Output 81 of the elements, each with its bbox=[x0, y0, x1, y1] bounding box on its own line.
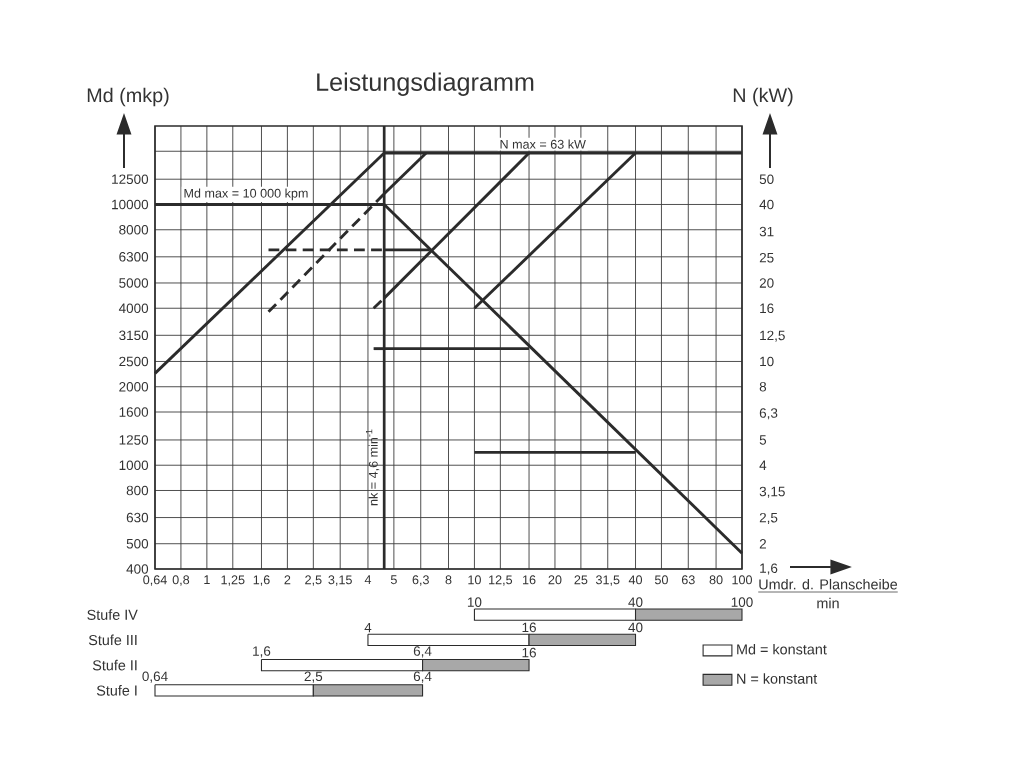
annotation: 40 bbox=[628, 597, 643, 607]
y-tick-label: 5000 bbox=[119, 278, 149, 288]
y-axis-title: N (kW) bbox=[733, 87, 793, 107]
y-tick-label: 1000 bbox=[119, 460, 149, 471]
y-tick-label: 2500 bbox=[119, 356, 149, 367]
x-tick-label: 63 bbox=[681, 575, 695, 585]
y-tick-label: 400 bbox=[126, 564, 149, 574]
y-tick-label: 6300 bbox=[119, 252, 149, 262]
annotation: 10 bbox=[467, 597, 482, 607]
y-tick-label: 20 bbox=[759, 278, 774, 288]
y-tick-label: 4000 bbox=[118, 303, 149, 314]
y-tick-label: 3,15 bbox=[759, 486, 785, 498]
x-axis-title: Umdr. d. Planscheibe bbox=[759, 578, 898, 590]
ref-line-label: nk = 4,6 min$^{-1}$ bbox=[366, 429, 380, 506]
x-tick-label: 40 bbox=[628, 575, 643, 585]
y-tick-label: 800 bbox=[126, 485, 149, 496]
y-tick-label: 8000 bbox=[119, 224, 149, 235]
y-tick-label: 3150 bbox=[119, 330, 149, 341]
y-tick-label: 50 bbox=[759, 174, 774, 185]
x-tick-label: 16 bbox=[522, 575, 536, 585]
x-tick-label: 4 bbox=[364, 575, 372, 585]
annotation: 1,6 bbox=[253, 646, 271, 658]
x-tick-label: 10 bbox=[468, 575, 481, 585]
x-tick-label: 12,5 bbox=[489, 575, 513, 586]
x-tick-label: 100 bbox=[732, 575, 753, 585]
x-tick-label: 0,8 bbox=[172, 575, 190, 586]
y-tick-label: Stufe III bbox=[88, 634, 137, 646]
annotation: 16 bbox=[522, 647, 536, 658]
y-tick-label: 1600 bbox=[119, 407, 149, 417]
legend-label: N = konstant bbox=[737, 673, 818, 684]
x-tick-label: 6,3 bbox=[412, 575, 429, 586]
x-tick-label: 50 bbox=[654, 575, 668, 585]
y-tick-label: 10 bbox=[760, 356, 774, 367]
x-tick-label: 0,64 bbox=[143, 575, 167, 586]
y-tick-label: Stufe IV bbox=[87, 609, 138, 620]
y-tick-label: 40 bbox=[759, 199, 774, 210]
y-tick-label: 1250 bbox=[119, 435, 149, 445]
y-tick-label: 25 bbox=[759, 252, 774, 263]
y-tick-label: 2 bbox=[759, 539, 766, 549]
y-tick-label: 2000 bbox=[119, 381, 149, 392]
y-tick-label: 10000 bbox=[112, 199, 149, 210]
y-tick-label: Stufe II bbox=[92, 659, 137, 671]
legend-label: Md = konstant bbox=[737, 643, 827, 655]
annotation: 4 bbox=[364, 622, 372, 633]
x-tick-label: 31,5 bbox=[595, 575, 620, 586]
annotation: 40 bbox=[628, 622, 643, 633]
x-tick-label: 2,5 bbox=[305, 575, 322, 586]
annotation: 6,4 bbox=[413, 646, 432, 658]
x-tick-label: 2 bbox=[284, 575, 291, 585]
x-tick-label: 1,25 bbox=[221, 575, 245, 586]
x-tick-label: 20 bbox=[548, 575, 562, 585]
y-tick-label: 630 bbox=[126, 512, 149, 523]
x-tick-label: 1 bbox=[204, 575, 210, 585]
y-tick-label: 12,5 bbox=[760, 330, 785, 342]
y-tick-label: Stufe I bbox=[96, 685, 137, 696]
y-tick-label: 5 bbox=[759, 435, 767, 445]
y-tick-label: 16 bbox=[760, 303, 774, 314]
y-tick-label: 2,5 bbox=[759, 512, 778, 525]
x-tick-label: 25 bbox=[574, 575, 588, 585]
x-tick-label: 5 bbox=[390, 575, 397, 585]
x-tick-label: 3,15 bbox=[328, 575, 352, 586]
y-tick-label: 1,6 bbox=[760, 563, 778, 575]
annotation: 6,4 bbox=[413, 671, 432, 683]
annotation: N max = 63 kW bbox=[500, 139, 586, 149]
y-tick-label: 12500 bbox=[112, 174, 149, 184]
y-tick-label: 500 bbox=[126, 538, 149, 549]
annotation: 16 bbox=[522, 622, 536, 633]
x-tick-label: 1,6 bbox=[253, 575, 270, 586]
x-tick-label: 8 bbox=[445, 575, 452, 585]
annotation: 0,64 bbox=[142, 671, 168, 683]
annotation: 2,5 bbox=[304, 671, 323, 683]
text: min bbox=[817, 597, 839, 609]
y-tick-label: 31 bbox=[759, 226, 774, 237]
y-axis-title: Md (mkp) bbox=[87, 87, 169, 107]
annotation: Md max = 10 000 kpm bbox=[184, 188, 308, 201]
y-tick-label: 4 bbox=[759, 460, 767, 470]
annotation: 100 bbox=[731, 597, 753, 607]
y-tick-label: 8 bbox=[759, 381, 767, 392]
x-tick-label: 80 bbox=[709, 575, 723, 585]
chart-title: Leistungsdiagramm bbox=[317, 72, 534, 96]
y-tick-label: 6,3 bbox=[759, 408, 778, 420]
